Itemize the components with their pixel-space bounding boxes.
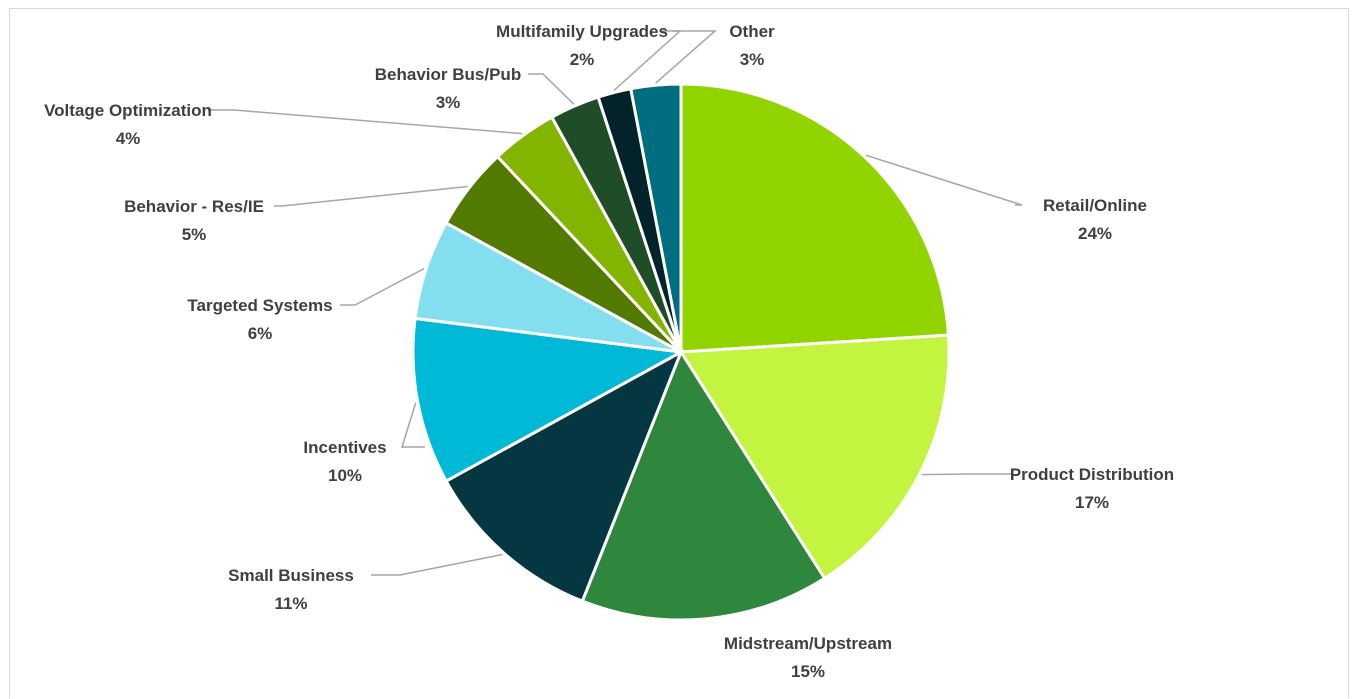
pie-slice-midstream-upstream [580, 348, 827, 622]
pie-chart: Retail/Online 24% Product Distribution 17% M… [44, 22, 1174, 681]
leader-line [528, 73, 575, 105]
data-label-retail-online: Retail/Online 24% [1043, 196, 1147, 243]
leader-line [655, 30, 717, 84]
pie-slice-product-distribution [678, 333, 951, 581]
pie-slice-incentives [411, 316, 686, 484]
chart-area: Retail/Online 24% Product Distribution 17% M… [9, 8, 1349, 698]
data-label-multifamily-upgrades: Multifamily Upgrades 2% [496, 22, 668, 69]
pie-slice-retail-online [679, 82, 951, 354]
data-label-other: Other 3% [729, 22, 775, 69]
data-label-small-business: Small Business 11% [228, 566, 354, 613]
leader-line [208, 109, 523, 135]
data-label-behavior-bus-pub: Behavior Bus/Pub 3% [375, 65, 521, 112]
data-label-targeted-systems: Targeted Systems 6% [187, 296, 332, 343]
data-label-midstream-upstream: Midstream/Upstream 15% [724, 634, 892, 681]
leader-line [274, 185, 468, 207]
leader-line [921, 473, 1012, 476]
data-label-behavior-res-ie: Behavior - Res/IE 5% [124, 197, 264, 244]
leader-line [371, 553, 503, 576]
leader-line [865, 154, 1023, 206]
leader-line [340, 267, 425, 306]
leader-line [400, 402, 425, 448]
pie-slice-other [629, 82, 683, 353]
data-label-product-distribution: Product Distribution 17% [1010, 465, 1174, 512]
data-label-voltage-optimization: Voltage Optimization 4% [44, 101, 212, 148]
pie-slice-small-business [444, 348, 684, 604]
data-label-incentives: Incentives 10% [303, 438, 386, 485]
